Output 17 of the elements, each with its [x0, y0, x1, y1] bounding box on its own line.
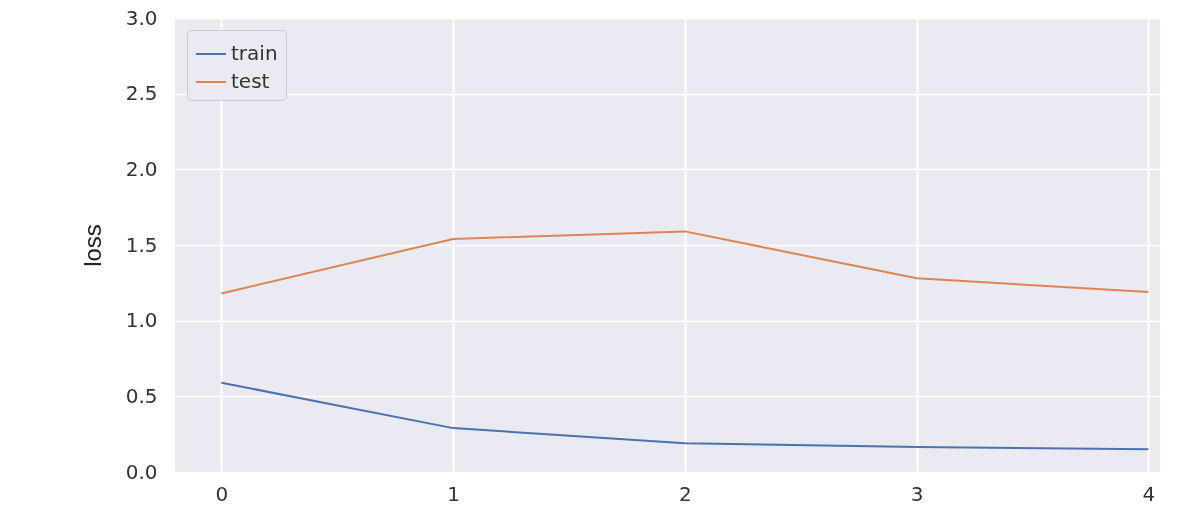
- y-tick-label: 3.0: [125, 5, 158, 30]
- x-tick-label: 0: [215, 481, 229, 506]
- y-tick-label: 1.0: [125, 308, 158, 333]
- y-tick-label: 0.0: [125, 459, 158, 484]
- x-tick-label: 4: [1142, 481, 1156, 506]
- x-tick-label: 2: [679, 481, 692, 506]
- legend-label: train: [231, 41, 278, 65]
- y-tick-label: 2.0: [125, 156, 158, 181]
- line-series: [220, 381, 1150, 451]
- x-tick-label: 3: [910, 481, 924, 506]
- y-axis-title: loss: [78, 224, 106, 267]
- y-tick-label: 0.5: [125, 383, 158, 408]
- line-series: [220, 230, 1150, 295]
- legend-label: test: [231, 69, 270, 93]
- y-tick-label: 1.5: [125, 232, 158, 257]
- x-tick-label: 1: [447, 481, 460, 506]
- y-tick-label: 2.5: [125, 81, 158, 106]
